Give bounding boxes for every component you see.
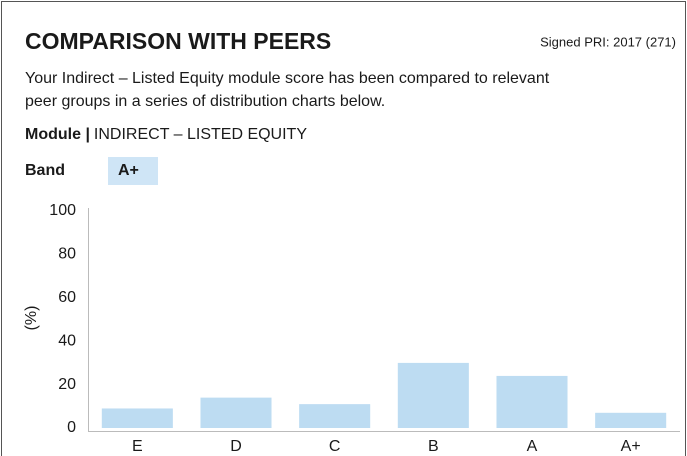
description-line: peer groups in a series of distribution … [25, 93, 385, 110]
band-label: Band [25, 162, 65, 179]
bar [200, 397, 272, 428]
y-tick-label: 0 [67, 419, 76, 436]
bar [299, 404, 371, 428]
band-badge [108, 157, 158, 185]
x-tick-label: E [132, 438, 143, 455]
module: Module | INDIRECT – LISTED EQUITY [25, 126, 307, 143]
bar [595, 412, 667, 428]
bar [496, 375, 568, 428]
y-axis-label: (%) [23, 306, 40, 331]
x-tick-label: A+ [621, 438, 641, 455]
y-tick-label: 60 [58, 289, 76, 306]
module-value: INDIRECT – LISTED EQUITY [94, 126, 307, 143]
title: COMPARISON WITH PEERS [25, 28, 331, 54]
description-line: Your Indirect – Listed Equity module sco… [25, 70, 550, 87]
x-tick-label: A [527, 438, 538, 455]
y-tick-label: 100 [49, 202, 76, 219]
band-value: A+ [118, 162, 139, 179]
x-tick-label: D [230, 438, 242, 455]
y-tick-label: 80 [58, 246, 76, 263]
x-tick-label: C [329, 438, 341, 455]
bar [101, 408, 173, 428]
module-label: Module | [25, 126, 90, 143]
signed: Signed PRI: 2017 (271) [540, 34, 676, 49]
y-tick-label: 20 [58, 376, 76, 393]
y-tick-label: 40 [58, 332, 76, 349]
bar [397, 362, 469, 428]
x-tick-label: B [428, 438, 439, 455]
